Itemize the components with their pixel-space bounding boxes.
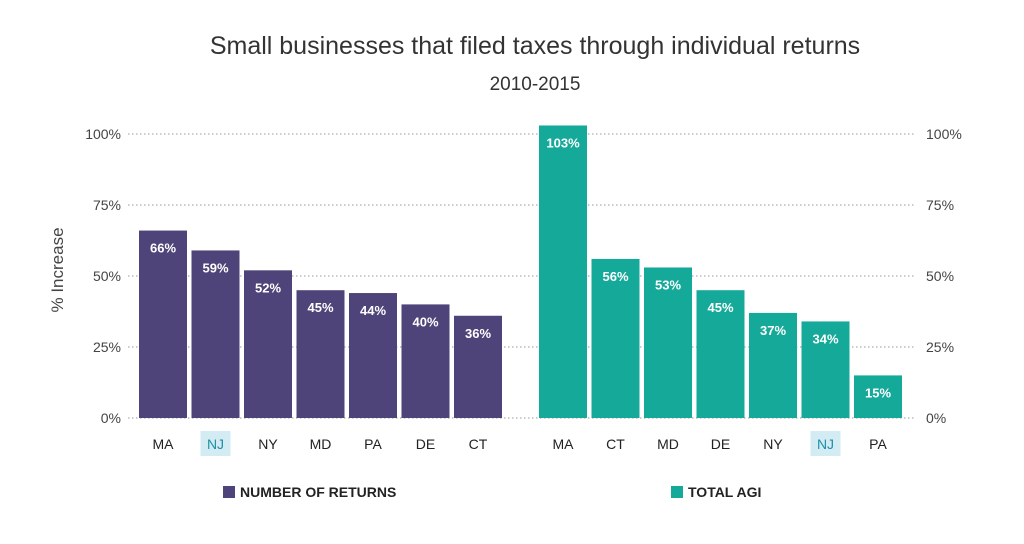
y-tick-label-right: 50% [926, 268, 954, 284]
category-label: PA [364, 436, 382, 452]
legend-swatch [223, 486, 235, 498]
bar-value-label: 52% [255, 280, 281, 295]
bar-value-label: 34% [812, 331, 838, 346]
bar-value-label: 45% [707, 300, 733, 315]
chart-subtitle: 2010-2015 [490, 74, 581, 95]
category-labels: MA NJ NY MD PA DE CT MA CT MD DE NY NJ PA [153, 431, 887, 456]
category-label: MD [310, 436, 332, 452]
y-tick-label: 75% [93, 197, 121, 213]
category-highlight [810, 431, 841, 456]
category-label: MA [553, 436, 575, 452]
category-label: NJ [817, 436, 834, 452]
bar-number-of-returns-de [401, 304, 450, 418]
category-label: NJ [207, 436, 224, 452]
bar-value-label: 40% [412, 314, 438, 329]
chart-title: Small businesses that filed taxes throug… [210, 32, 860, 60]
bar-value-label: 45% [307, 300, 333, 315]
bar-total-agi-md [644, 267, 692, 418]
bar-value-label: 56% [602, 269, 628, 284]
bar-value-label: 37% [760, 323, 786, 338]
bar-number-of-returns-ny [244, 270, 292, 418]
bar-value-label: 44% [360, 303, 386, 318]
bar-number-of-returns-pa [349, 293, 397, 418]
legend-swatch [671, 486, 683, 498]
y-axis-right: 0% 25% 50% 75% 100% [926, 126, 962, 426]
category-label: MD [657, 436, 679, 452]
bar-value-label: 15% [865, 385, 891, 400]
bar-value-label: 53% [655, 277, 681, 292]
category-label: DE [711, 436, 730, 452]
bar-value-label: 103% [546, 135, 580, 150]
category-label: CT [606, 436, 625, 452]
y-tick-label-right: 100% [926, 126, 962, 142]
bar-total-agi-ma [539, 125, 587, 418]
legend-label: NUMBER OF RETURNS [240, 484, 396, 500]
category-label: PA [869, 436, 887, 452]
bar-total-agi-de [696, 290, 745, 418]
bar-value-label: 59% [202, 260, 228, 275]
bar-number-of-returns-md [296, 290, 345, 418]
y-tick-label-right: 0% [926, 410, 946, 426]
category-highlight [200, 431, 231, 456]
bar-total-agi-ct [591, 258, 640, 418]
y-axis-label: % Increase [48, 227, 67, 312]
bar-number-of-returns-ct [454, 315, 502, 418]
gridlines [128, 133, 915, 419]
y-tick-label-right: 25% [926, 339, 954, 355]
category-label: MA [153, 436, 175, 452]
legend: NUMBER OF RETURNS TOTAL AGI [223, 484, 761, 500]
bar-number-of-returns-nj [191, 250, 240, 418]
bar-total-agi-pa [854, 375, 902, 418]
category-label: NY [258, 436, 278, 452]
category-label: DE [416, 436, 435, 452]
bars: 66% 59% 52% 45% 44% 40% 36% 103% 56% 53% 45% 37% 34%… [139, 125, 902, 418]
bar-value-label: 36% [465, 326, 491, 341]
y-tick-label: 100% [85, 126, 121, 142]
bar-value-label: 66% [150, 241, 176, 256]
y-tick-label: 25% [93, 339, 121, 355]
category-label: NY [763, 436, 783, 452]
bar-number-of-returns-ma [139, 230, 187, 418]
y-tick-label-right: 75% [926, 197, 954, 213]
y-axis-left: 0% 25% 50% 75% 100% [85, 126, 121, 426]
legend-label: TOTAL AGI [688, 484, 761, 500]
y-tick-label: 50% [93, 268, 121, 284]
category-label: CT [469, 436, 488, 452]
y-tick-label: 0% [101, 410, 121, 426]
bar-total-agi-ny [749, 312, 797, 418]
bar-total-agi-nj [801, 321, 850, 418]
